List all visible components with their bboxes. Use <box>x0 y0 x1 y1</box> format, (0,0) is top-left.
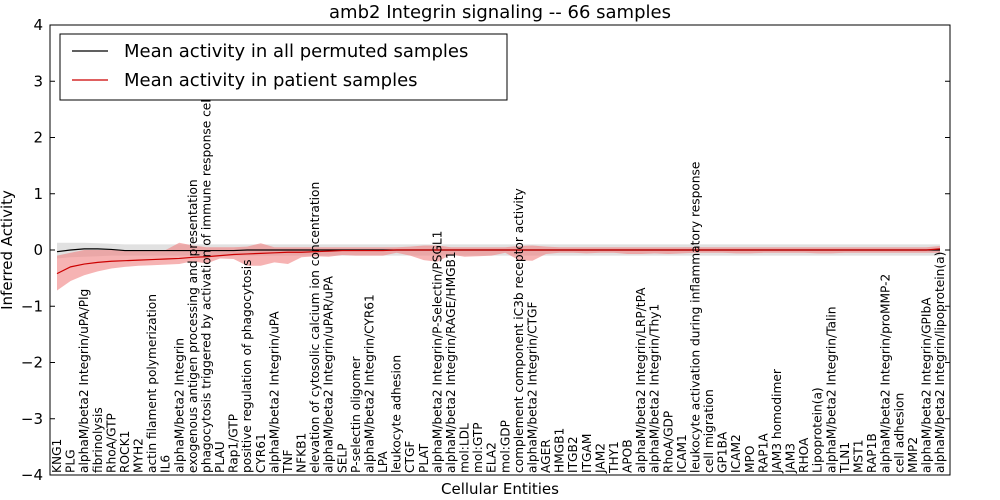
x-category-label: alphaM/beta2 Integrin/RAGE/HMGB1 <box>444 251 458 473</box>
x-category-label: mol:GTP <box>471 422 485 473</box>
x-category-label: GP1BA <box>716 431 730 473</box>
x-category-label: TNF <box>281 449 295 474</box>
x-category-label: JAM3 homodimer <box>770 368 784 474</box>
x-category-label: MST1 <box>851 440 865 473</box>
legend: Mean activity in all permuted samples Me… <box>59 33 508 101</box>
x-category-label: MMP2 <box>906 437 920 473</box>
x-category-label: fibrinolysis <box>91 407 105 473</box>
legend-box <box>59 33 508 101</box>
x-category-label: APOB <box>621 439 635 473</box>
x-category-label: elevation of cytosolic calcium ion conce… <box>308 182 322 473</box>
x-category-label: RAP1A <box>756 433 770 473</box>
x-category-label: alphaM/beta2 Integrin/Thy1 <box>648 304 662 473</box>
y-tick-label: −1 <box>21 297 43 315</box>
x-category-label: Lipoprotein(a) <box>811 387 825 473</box>
x-category-label: leukocyte adhesion <box>390 355 404 473</box>
x-category-label: complement component iC3b receptor activ… <box>512 188 526 473</box>
x-category-label: alphaM/beta2 Integrin/uPA <box>267 311 281 473</box>
x-category-label: cell adhesion <box>892 393 906 473</box>
x-category-label: RHOA <box>797 437 811 473</box>
x-category-label: ITGAM <box>580 434 594 473</box>
x-category-labels: KNG1 PLG alphaM/beta2 Integrin/uPA/Plg fibr… <box>50 47 947 474</box>
x-category-label: CYR61 <box>254 433 268 473</box>
band-patient <box>57 242 940 291</box>
x-category-label: alphaM/beta2 Integrin/CYR61 <box>362 294 376 473</box>
x-category-label: alphaM/beta2 Integrin/uPAR/uPA <box>322 275 336 473</box>
y-tick-label: 1 <box>33 185 43 203</box>
x-category-label: ELA2 <box>485 442 499 473</box>
x-category-label: LPA <box>376 451 390 473</box>
x-category-label: cell migration <box>702 389 716 473</box>
x-category-label: actin filament polymerization <box>145 294 159 473</box>
y-axis-ticks: 4 3 2 1 0 −1 −2 −3 −4 <box>21 16 950 484</box>
x-category-label: ROCK1 <box>118 431 132 473</box>
x-category-label: P-selectin oligomer <box>349 356 363 473</box>
x-category-label: phagocytosis triggered by activation of … <box>199 47 213 473</box>
x-category-label: IL6 <box>159 455 173 473</box>
legend-label-patient: Mean activity in patient samples <box>124 70 418 91</box>
y-tick-label: −4 <box>21 466 43 484</box>
chart-title: amb2 Integrin signaling -- 66 samples <box>329 2 671 23</box>
x-category-label: TLN1 <box>838 442 852 474</box>
x-category-label: mol:GDP <box>498 420 512 473</box>
series-lines <box>56 248 941 275</box>
x-axis-label: Cellular Entities <box>441 480 559 498</box>
x-category-label: leukocyte activation during inflammatory… <box>688 162 702 473</box>
x-category-label: PLG <box>64 449 78 473</box>
x-category-label: THY1 <box>607 441 621 474</box>
y-tick-label: 2 <box>33 129 43 147</box>
x-category-label: HMGB1 <box>553 428 567 473</box>
x-category-label: KNG1 <box>50 439 64 473</box>
legend-label-permuted: Mean activity in all permuted samples <box>124 41 468 62</box>
x-category-label: alphaM/beta2 Integrin/LRP/tPA <box>634 287 648 473</box>
x-category-label: PLAU <box>213 441 227 473</box>
plot-frame <box>49 24 951 476</box>
x-category-label: ICAM1 <box>675 434 689 473</box>
x-category-label: CTGF <box>403 441 417 473</box>
x-category-label: SELP <box>335 443 349 473</box>
y-tick-label: −2 <box>21 354 43 372</box>
x-category-label: alphaM/beta2 Integrin/lipoprotein(a) <box>933 252 947 473</box>
x-category-label: alphaM/beta2 Integrin/Talin <box>824 307 838 473</box>
x-category-label: MPO <box>743 446 757 473</box>
x-category-label: NFKB1 <box>295 433 309 473</box>
x-category-label: alphaM/beta2 Integrin/proMMP-2 <box>879 274 893 473</box>
x-category-label: PLAT <box>417 443 431 473</box>
x-category-label: alphaM/beta2 Integrin/P-Selectin/PSGL1 <box>430 231 444 473</box>
x-category-label: alphaM/beta2 Integrin <box>172 338 186 473</box>
y-tick-label: 3 <box>33 72 43 90</box>
x-category-label: alphaM/beta2 Integrin/GPIbA <box>919 297 933 473</box>
x-category-label: JAM3 <box>784 443 798 474</box>
x-category-label: JAM2 <box>593 443 607 474</box>
y-axis-label: Inferred Activity <box>0 190 16 310</box>
x-category-label: ITGB2 <box>566 436 580 473</box>
x-category-label: AGER <box>539 439 553 473</box>
x-category-label: RAP1B <box>865 433 879 473</box>
y-tick-label: −3 <box>21 410 43 428</box>
y-tick-label: 4 <box>33 16 43 34</box>
x-category-label: MYH2 <box>132 438 146 473</box>
line-patient <box>56 248 941 275</box>
x-category-label: RhoA/GTP <box>104 413 118 473</box>
x-category-label: exogenous antigen processing and present… <box>186 179 200 473</box>
x-category-label: ICAM2 <box>729 434 743 473</box>
x-category-label: positive regulation of phagocytosis <box>240 260 254 473</box>
x-category-label: alphaM/beta2 Integrin/uPA/Plg <box>77 289 91 473</box>
x-category-label: alphaM/beta2 Integrin/CTGF <box>525 302 539 473</box>
x-category-label: RhoA/GDP <box>661 411 675 473</box>
x-category-label: mol:LDL <box>458 423 472 473</box>
x-category-label: Rap1/GTP <box>227 414 241 473</box>
y-tick-label: 0 <box>33 241 43 259</box>
